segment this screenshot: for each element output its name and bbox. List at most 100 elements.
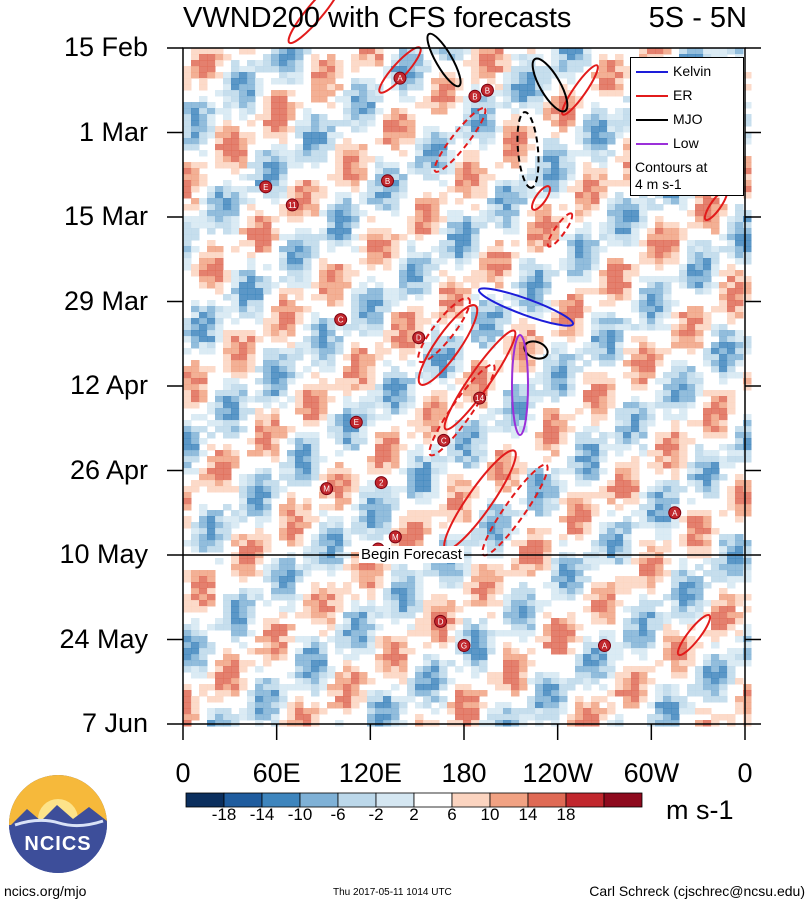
field-cell <box>375 108 384 115</box>
field-cell <box>231 510 240 517</box>
field-cell <box>663 546 672 553</box>
field-cell <box>383 492 392 499</box>
field-cell <box>271 96 280 103</box>
field-cell <box>639 306 648 313</box>
field-cell <box>183 660 192 667</box>
field-cell <box>743 486 752 493</box>
field-cell <box>671 432 680 439</box>
field-cell <box>455 96 464 103</box>
field-cell <box>367 216 376 223</box>
field-cell <box>431 96 440 103</box>
field-cell <box>191 222 200 229</box>
field-cell <box>423 378 432 385</box>
field-cell <box>223 462 232 469</box>
field-cell <box>431 600 440 607</box>
field-cell <box>335 174 344 181</box>
field-cell <box>503 480 512 487</box>
field-cell <box>527 564 536 571</box>
field-cell <box>599 174 608 181</box>
field-cell <box>583 468 592 475</box>
field-cell <box>375 486 384 493</box>
field-cell <box>711 282 720 289</box>
field-cell <box>375 636 384 643</box>
field-cell <box>551 582 560 589</box>
field-cell <box>231 192 240 199</box>
field-cell <box>207 474 216 481</box>
field-cell <box>647 498 656 505</box>
field-cell <box>663 396 672 403</box>
field-cell <box>647 570 656 577</box>
field-cell <box>471 240 480 247</box>
field-cell <box>239 300 248 307</box>
field-cell <box>183 162 192 169</box>
field-cell <box>367 294 376 301</box>
field-cell <box>183 516 192 523</box>
field-cell <box>447 480 456 487</box>
field-cell <box>575 252 584 259</box>
field-cell <box>503 612 512 619</box>
field-cell <box>447 366 456 373</box>
field-cell <box>311 594 320 601</box>
field-cell <box>535 96 544 103</box>
field-cell <box>679 384 688 391</box>
field-cell <box>295 72 304 79</box>
field-cell <box>279 486 288 493</box>
field-cell <box>591 510 600 517</box>
field-cell <box>543 630 552 637</box>
field-cell <box>223 348 232 355</box>
field-cell <box>567 426 576 433</box>
field-cell <box>543 636 552 643</box>
field-cell <box>183 624 192 631</box>
field-cell <box>527 84 536 91</box>
field-cell <box>199 318 208 325</box>
field-cell <box>383 498 392 505</box>
field-cell <box>503 186 512 193</box>
field-cell <box>527 618 536 625</box>
field-cell <box>559 432 568 439</box>
field-cell <box>319 396 328 403</box>
field-cell <box>743 372 752 379</box>
field-cell <box>199 480 208 487</box>
field-cell <box>231 222 240 229</box>
field-cell <box>567 276 576 283</box>
field-cell <box>735 216 744 223</box>
field-cell <box>191 660 200 667</box>
field-cell <box>687 468 696 475</box>
field-cell <box>279 432 288 439</box>
field-cell <box>183 264 192 271</box>
field-cell <box>743 624 752 631</box>
field-cell <box>743 594 752 601</box>
field-cell <box>295 402 304 409</box>
field-cell <box>511 390 520 397</box>
field-cell <box>207 456 216 463</box>
field-cell <box>359 618 368 625</box>
field-cell <box>535 486 544 493</box>
field-cell <box>519 156 528 163</box>
field-cell <box>263 216 272 223</box>
field-cell <box>551 468 560 475</box>
field-cell <box>479 312 488 319</box>
field-cell <box>511 570 520 577</box>
field-cell <box>263 438 272 445</box>
field-cell <box>471 486 480 493</box>
field-cell <box>679 336 688 343</box>
field-cell <box>575 48 584 55</box>
field-cell <box>335 282 344 289</box>
field-cell <box>687 636 696 643</box>
field-cell <box>247 348 256 355</box>
field-cell <box>743 234 752 241</box>
field-cell <box>399 468 408 475</box>
field-cell <box>271 648 280 655</box>
field-cell <box>535 210 544 217</box>
field-cell <box>399 138 408 145</box>
field-cell <box>639 504 648 511</box>
field-cell <box>367 84 376 91</box>
field-cell <box>487 300 496 307</box>
field-cell <box>423 348 432 355</box>
field-cell <box>463 540 472 547</box>
field-cell <box>487 312 496 319</box>
field-cell <box>487 324 496 331</box>
field-cell <box>415 582 424 589</box>
field-cell <box>559 438 568 445</box>
field-cell <box>663 516 672 523</box>
